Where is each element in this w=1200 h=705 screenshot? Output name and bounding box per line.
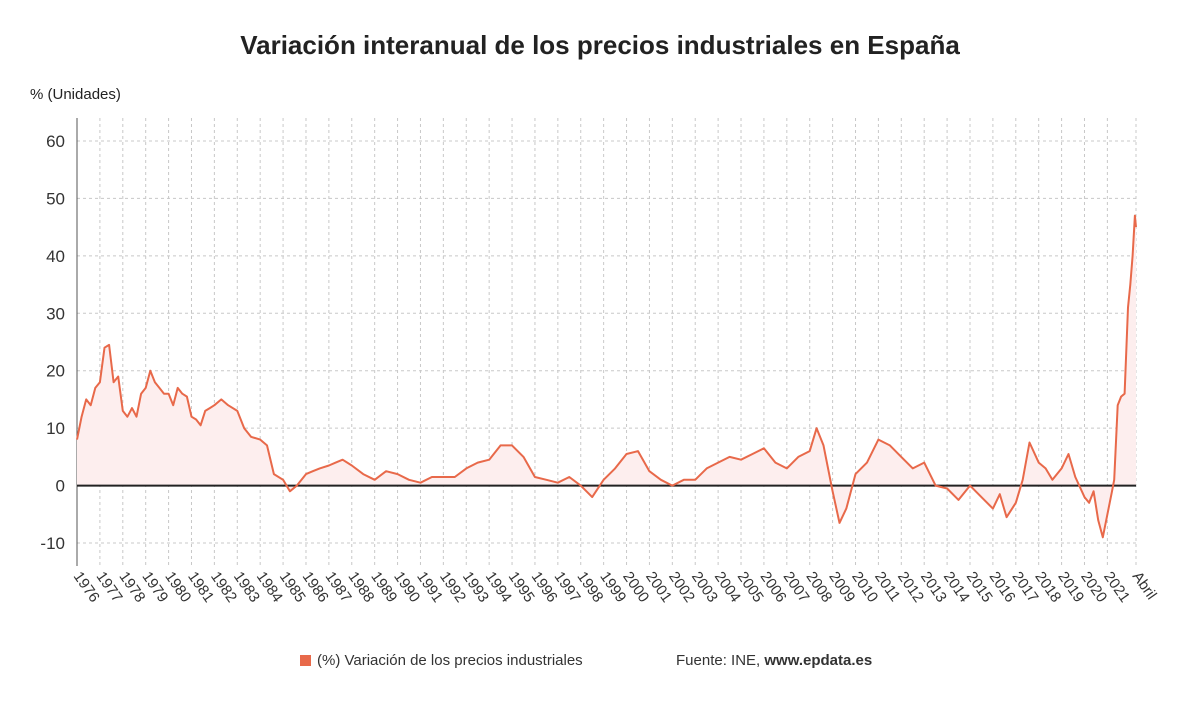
legend-swatch <box>300 655 311 666</box>
series-area <box>77 215 1136 538</box>
y-tick-label: 40 <box>46 247 65 266</box>
source-prefix: Fuente: INE, <box>676 652 761 669</box>
y-tick-label: 10 <box>46 419 65 438</box>
legend: (%) Variación de los precios industriale… <box>300 652 583 669</box>
legend-series-label: (%) Variación de los precios industriale… <box>317 652 583 669</box>
y-tick-label: 0 <box>56 477 65 496</box>
y-tick-label: 50 <box>46 189 65 208</box>
x-tick-label: Abril <box>1129 569 1160 603</box>
source-site: www.epdata.es <box>764 652 873 669</box>
y-tick-label: 60 <box>46 132 65 151</box>
y-tick-label: 30 <box>46 304 65 323</box>
series-line <box>76 214 1137 539</box>
y-tick-label: -10 <box>40 534 65 553</box>
chart-title: Variación interanual de los precios indu… <box>240 30 960 60</box>
y-axis-unit-label: % (Unidades) <box>30 86 121 103</box>
source-credit: Fuente: INE, www.epdata.es <box>676 652 872 669</box>
y-tick-label: 20 <box>46 362 65 381</box>
